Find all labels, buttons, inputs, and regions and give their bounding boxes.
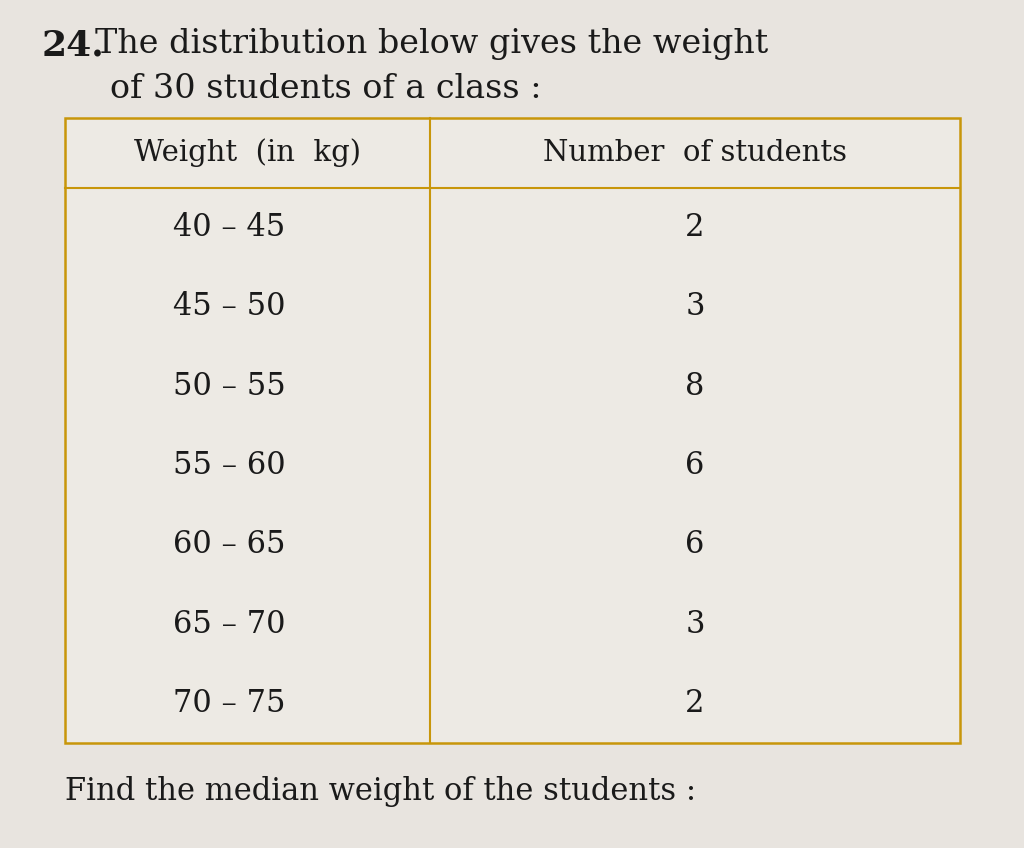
Text: Weight  (in  kg): Weight (in kg) bbox=[134, 138, 361, 167]
Text: 3: 3 bbox=[685, 292, 705, 322]
Text: Find the median weight of the students :: Find the median weight of the students : bbox=[65, 776, 696, 807]
Text: 55 – 60: 55 – 60 bbox=[173, 450, 286, 481]
Text: 40 – 45: 40 – 45 bbox=[173, 212, 286, 243]
Text: 2: 2 bbox=[685, 212, 705, 243]
Text: 50 – 55: 50 – 55 bbox=[173, 371, 286, 402]
Bar bbox=[65, 118, 961, 743]
Text: 8: 8 bbox=[685, 371, 705, 402]
Text: 70 – 75: 70 – 75 bbox=[173, 688, 286, 719]
Text: Number  of students: Number of students bbox=[543, 139, 847, 167]
Text: of 30 students of a class :: of 30 students of a class : bbox=[110, 73, 542, 105]
Text: 45 – 50: 45 – 50 bbox=[173, 292, 286, 322]
Text: 6: 6 bbox=[685, 529, 705, 561]
Text: 60 – 65: 60 – 65 bbox=[173, 529, 286, 561]
Text: 2: 2 bbox=[685, 688, 705, 719]
Text: 65 – 70: 65 – 70 bbox=[173, 609, 286, 639]
Text: 3: 3 bbox=[685, 609, 705, 639]
Text: 6: 6 bbox=[685, 450, 705, 481]
Text: The distribution below gives the weight: The distribution below gives the weight bbox=[95, 28, 768, 60]
Text: 24.: 24. bbox=[42, 28, 104, 62]
